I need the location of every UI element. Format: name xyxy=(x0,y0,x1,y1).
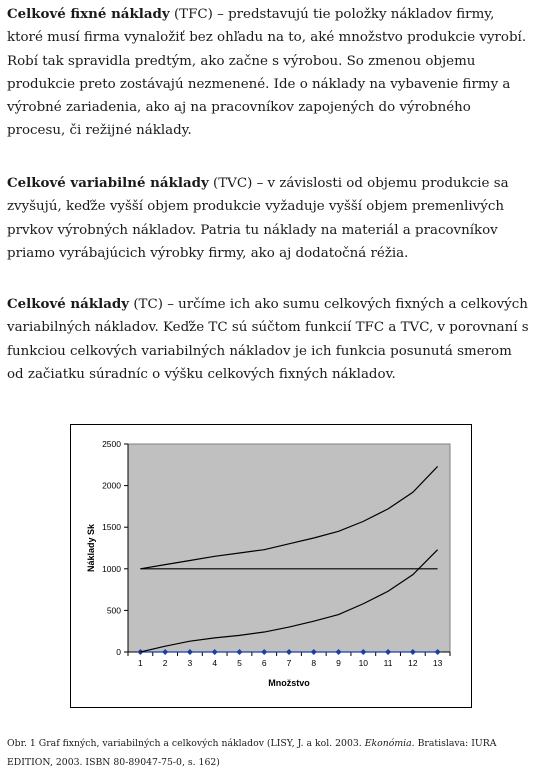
paragraph-tc: Celkové náklady (TC) – určíme ich ako su… xyxy=(7,293,529,386)
abbr-tvc: (TVC) xyxy=(213,176,253,191)
x-tick-label: 4 xyxy=(212,658,217,668)
term-tc: Celkové náklady xyxy=(7,296,130,312)
series-point-2 xyxy=(261,649,268,655)
term-tfc: Celkové fixné náklady xyxy=(7,6,170,22)
y-axis-title: Náklady Sk xyxy=(86,523,96,572)
paragraph-tvc: Celkové variabilné náklady (TVC) – v záv… xyxy=(7,172,529,265)
series-line-4 xyxy=(140,466,439,570)
series-point-2 xyxy=(236,649,243,655)
caption-text-end: Bratislava: IURA EDITION, 2003. ISBN 80-… xyxy=(7,738,497,768)
series-point-2 xyxy=(434,649,441,655)
x-tick-label: 3 xyxy=(188,658,193,668)
y-tick-label: 2000 xyxy=(102,481,121,491)
x-tick-label: 13 xyxy=(433,658,443,668)
x-axis-title: Množstvo xyxy=(268,678,310,688)
y-tick-label: 0 xyxy=(116,647,121,657)
series-point-2 xyxy=(211,649,218,655)
x-tick-label: 12 xyxy=(408,658,418,668)
plot-area xyxy=(127,443,451,653)
x-tick-label: 10 xyxy=(359,658,369,668)
x-tick-label: 6 xyxy=(262,658,267,668)
x-tick-label: 9 xyxy=(336,658,341,668)
text-tc: – určíme ich ako sumu celkových fixných … xyxy=(7,297,529,382)
x-tick-label: 2 xyxy=(163,658,168,668)
series-point-2 xyxy=(286,649,292,655)
text-tvc: – v závislosti od objemu produkcie sa zv… xyxy=(7,176,509,261)
y-tick-label: 2500 xyxy=(102,439,121,449)
caption-italic-title: Ekonómia. xyxy=(364,738,415,749)
x-tick-label: 8 xyxy=(311,658,316,668)
series-point-2 xyxy=(409,649,416,655)
figure-caption: Obr. 1 Graf fixných, variabilných a celk… xyxy=(7,735,529,772)
abbr-tc: (TC) xyxy=(133,297,163,312)
x-tick-label: 11 xyxy=(384,658,393,668)
series-point-2 xyxy=(360,649,367,655)
x-tick-label: 7 xyxy=(287,658,292,668)
y-tick-label: 500 xyxy=(107,605,121,615)
series-line-3 xyxy=(140,549,439,653)
x-tick-label: 5 xyxy=(237,658,242,668)
y-tick-label: 1000 xyxy=(102,564,121,574)
series-point-2 xyxy=(335,649,342,655)
x-tick-label: 1 xyxy=(138,658,143,668)
y-tick-label: 1500 xyxy=(102,522,121,532)
cost-chart: 0 500 1000 1500 2000 2500 1 2 3 4 5 6 7 8 9 10 11 12 13 Mno… xyxy=(70,424,472,708)
paragraph-tfc: Celkové fixné náklady (TFC) – predstavuj… xyxy=(7,3,529,143)
series-point-2 xyxy=(162,649,169,655)
series-point-2 xyxy=(186,649,193,655)
text-tfc: – predstavujú tie položky nákladov firmy… xyxy=(7,7,527,139)
series-point-2 xyxy=(310,649,317,655)
caption-text-start: Obr. 1 Graf fixných, variabilných a celk… xyxy=(7,738,365,749)
series-point-2 xyxy=(385,649,392,655)
term-tvc: Celkové variabilné náklady xyxy=(7,175,209,191)
abbr-tfc: (TFC) xyxy=(173,7,213,22)
